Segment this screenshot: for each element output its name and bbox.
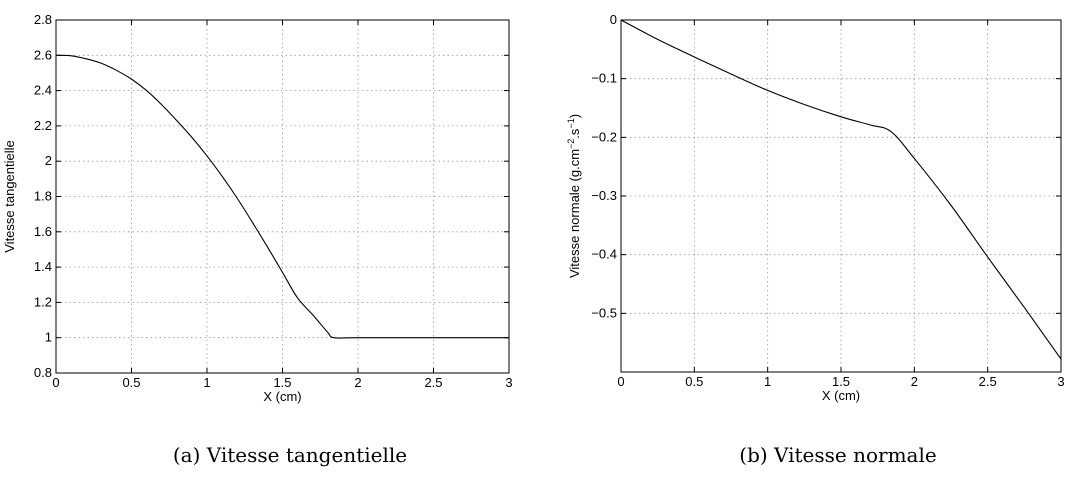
panel-a-x-tick-label: 1.5 bbox=[273, 375, 291, 390]
panel-b-x-tick-label: 3 bbox=[1057, 374, 1064, 389]
panel-a-y-tick-label: 2.8 bbox=[34, 12, 52, 27]
panel-b-y-tick-label: −0.5 bbox=[591, 305, 617, 320]
panel-b-y-label-main: Vitesse normale (g.cm bbox=[567, 149, 582, 278]
panel-a-x-tick-label: 0 bbox=[52, 375, 59, 390]
panel-a-y-tick-label: 1 bbox=[45, 330, 52, 345]
panel-b-x-tick-label: 0.5 bbox=[685, 374, 703, 389]
panel-a-y-tick-label: 2.4 bbox=[34, 83, 52, 98]
panel-a-y-tick-label: 1.4 bbox=[34, 259, 52, 274]
panel-a-y-tick-label: 1.2 bbox=[34, 294, 52, 309]
panel-a-x-axis-label: X (cm) bbox=[263, 389, 301, 404]
panel-a-y-tick-label: 0.8 bbox=[34, 365, 52, 380]
panel-b-y-label-sup1: −2 bbox=[566, 139, 576, 149]
panel-a-y-tick-label: 2 bbox=[45, 153, 52, 168]
panel-b-y-tick-label: −0.2 bbox=[591, 129, 617, 144]
panel-b-grid bbox=[621, 20, 1061, 372]
panel-b-x-axis-label: X (cm) bbox=[822, 388, 860, 403]
panel-b-x-tick-label: 2.5 bbox=[979, 374, 997, 389]
panel-a-x-tick-label: 0.5 bbox=[122, 375, 140, 390]
panel-a-grid bbox=[56, 20, 509, 373]
panel-a-ticks: 0 0.5 1 1.5 2 2.5 3 0.8 1 1.2 1.4 1.6 1.8 2 2.2 2.4 2.6 2… bbox=[34, 12, 513, 390]
panel-b-y-axis-label: Vitesse normale (g.cm−2.s−1) bbox=[566, 114, 582, 278]
panel-a-y-tick-label: 2.2 bbox=[34, 118, 52, 133]
panel-a-y-tick-label: 2.6 bbox=[34, 47, 52, 62]
panel-b-y-tick-label: −0.3 bbox=[591, 188, 617, 203]
panel-a-x-tick-label: 3 bbox=[505, 375, 512, 390]
panel-a-x-tick-label: 1 bbox=[203, 375, 210, 390]
panel-a-y-axis-label: Vitesse tangentielle bbox=[2, 140, 17, 253]
panel-a: 0 0.5 1 1.5 2 2.5 3 0.8 1 1.2 1.4 1.6 1.8 2 2.2 2.4 2.6 2… bbox=[2, 12, 513, 467]
panel-b-x-tick-label: 0 bbox=[617, 374, 624, 389]
panel-b-x-tick-label: 2 bbox=[911, 374, 918, 389]
panel-b-y-tick-label: −0.4 bbox=[591, 247, 617, 262]
panel-a-series-line bbox=[55, 54, 509, 339]
panel-b: 0 0.5 1 1.5 2 2.5 3 −0.5 −0.4 −0.3 −0.2 −0.1 0 X (cm… bbox=[566, 12, 1065, 467]
panel-b-y-label-end: ) bbox=[567, 114, 582, 118]
panel-b-x-tick-label: 1.5 bbox=[832, 374, 850, 389]
panel-b-series-line bbox=[620, 19, 1062, 360]
panel-a-x-tick-label: 2.5 bbox=[424, 375, 442, 390]
panel-b-y-tick-label: 0 bbox=[610, 12, 617, 27]
panel-a-x-tick-label: 2 bbox=[354, 375, 361, 390]
panel-a-caption: (a) Vitesse tangentielle bbox=[173, 443, 407, 467]
panel-b-x-tick-label: 1 bbox=[764, 374, 771, 389]
panel-b-y-label-mid: .s bbox=[567, 128, 582, 139]
panel-b-y-tick-label: −0.1 bbox=[591, 71, 617, 86]
panel-b-y-label-sup2: −1 bbox=[566, 118, 576, 128]
panel-a-y-tick-label: 1.8 bbox=[34, 189, 52, 204]
panel-b-ticks: 0 0.5 1 1.5 2 2.5 3 −0.5 −0.4 −0.3 −0.2 −0.1 0 bbox=[591, 12, 1064, 389]
panel-b-caption: (b) Vitesse normale bbox=[739, 443, 936, 467]
panel-a-y-tick-label: 1.6 bbox=[34, 224, 52, 239]
